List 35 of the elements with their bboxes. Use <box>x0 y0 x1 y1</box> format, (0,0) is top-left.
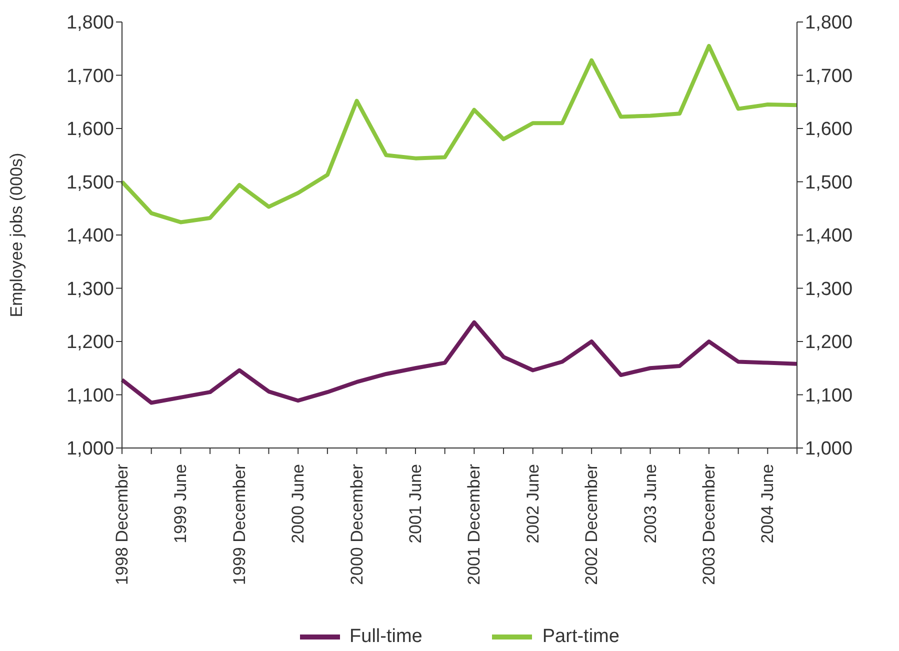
y-tick-label: 1,000 <box>66 438 114 460</box>
y-tick-label: 1,400 <box>66 226 114 247</box>
y-tick-label: 1,100 <box>66 385 114 406</box>
x-tick-label: 2001 December <box>464 464 484 585</box>
y2-tick-label: 1,800 <box>805 12 853 34</box>
y2-tick-label: 1,200 <box>805 332 853 354</box>
y2-tick-label: 1,400 <box>805 226 853 247</box>
y2-tick-label: 1,300 <box>805 278 853 300</box>
line-series <box>120 320 799 405</box>
y-tick-label: 1,500 <box>66 172 114 194</box>
x-tick-label: 2001 June <box>406 464 425 544</box>
y-axis-title: Employee jobs (000s) <box>7 152 26 318</box>
line-series <box>120 44 799 224</box>
y-tick-label: 1,600 <box>66 119 114 140</box>
y2-tick-label: 1,700 <box>805 66 853 87</box>
x-tick-label: 1999 June <box>171 464 190 544</box>
legend-label: Part-time <box>541 626 620 648</box>
x-tick-label: 2002 June <box>523 464 542 544</box>
y2-tick-label: 1,000 <box>805 438 853 460</box>
x-tick-label: 2000 June <box>288 464 308 544</box>
x-tick-label: 2004 June <box>758 464 778 544</box>
x-tick-label: 1998 December <box>112 464 132 585</box>
y2-tick-label: 1,100 <box>805 385 853 406</box>
x-tick-label: 2003 June <box>640 464 660 544</box>
x-tick-label: 2000 December <box>347 464 366 585</box>
y2-tick-label: 1,500 <box>805 172 853 194</box>
x-tick-label: 1999 December <box>230 464 249 585</box>
y-tick-label: 1,200 <box>66 332 114 354</box>
y-tick-label: 1,300 <box>66 278 114 300</box>
x-tick-label: 2002 December <box>582 464 602 585</box>
y-tick-label: 1,700 <box>66 66 114 87</box>
x-tick-label: 2003 December <box>699 464 718 585</box>
y-tick-label: 1,800 <box>66 12 114 34</box>
y2-tick-label: 1,600 <box>805 119 853 140</box>
legend-label: Full-time <box>348 626 422 648</box>
